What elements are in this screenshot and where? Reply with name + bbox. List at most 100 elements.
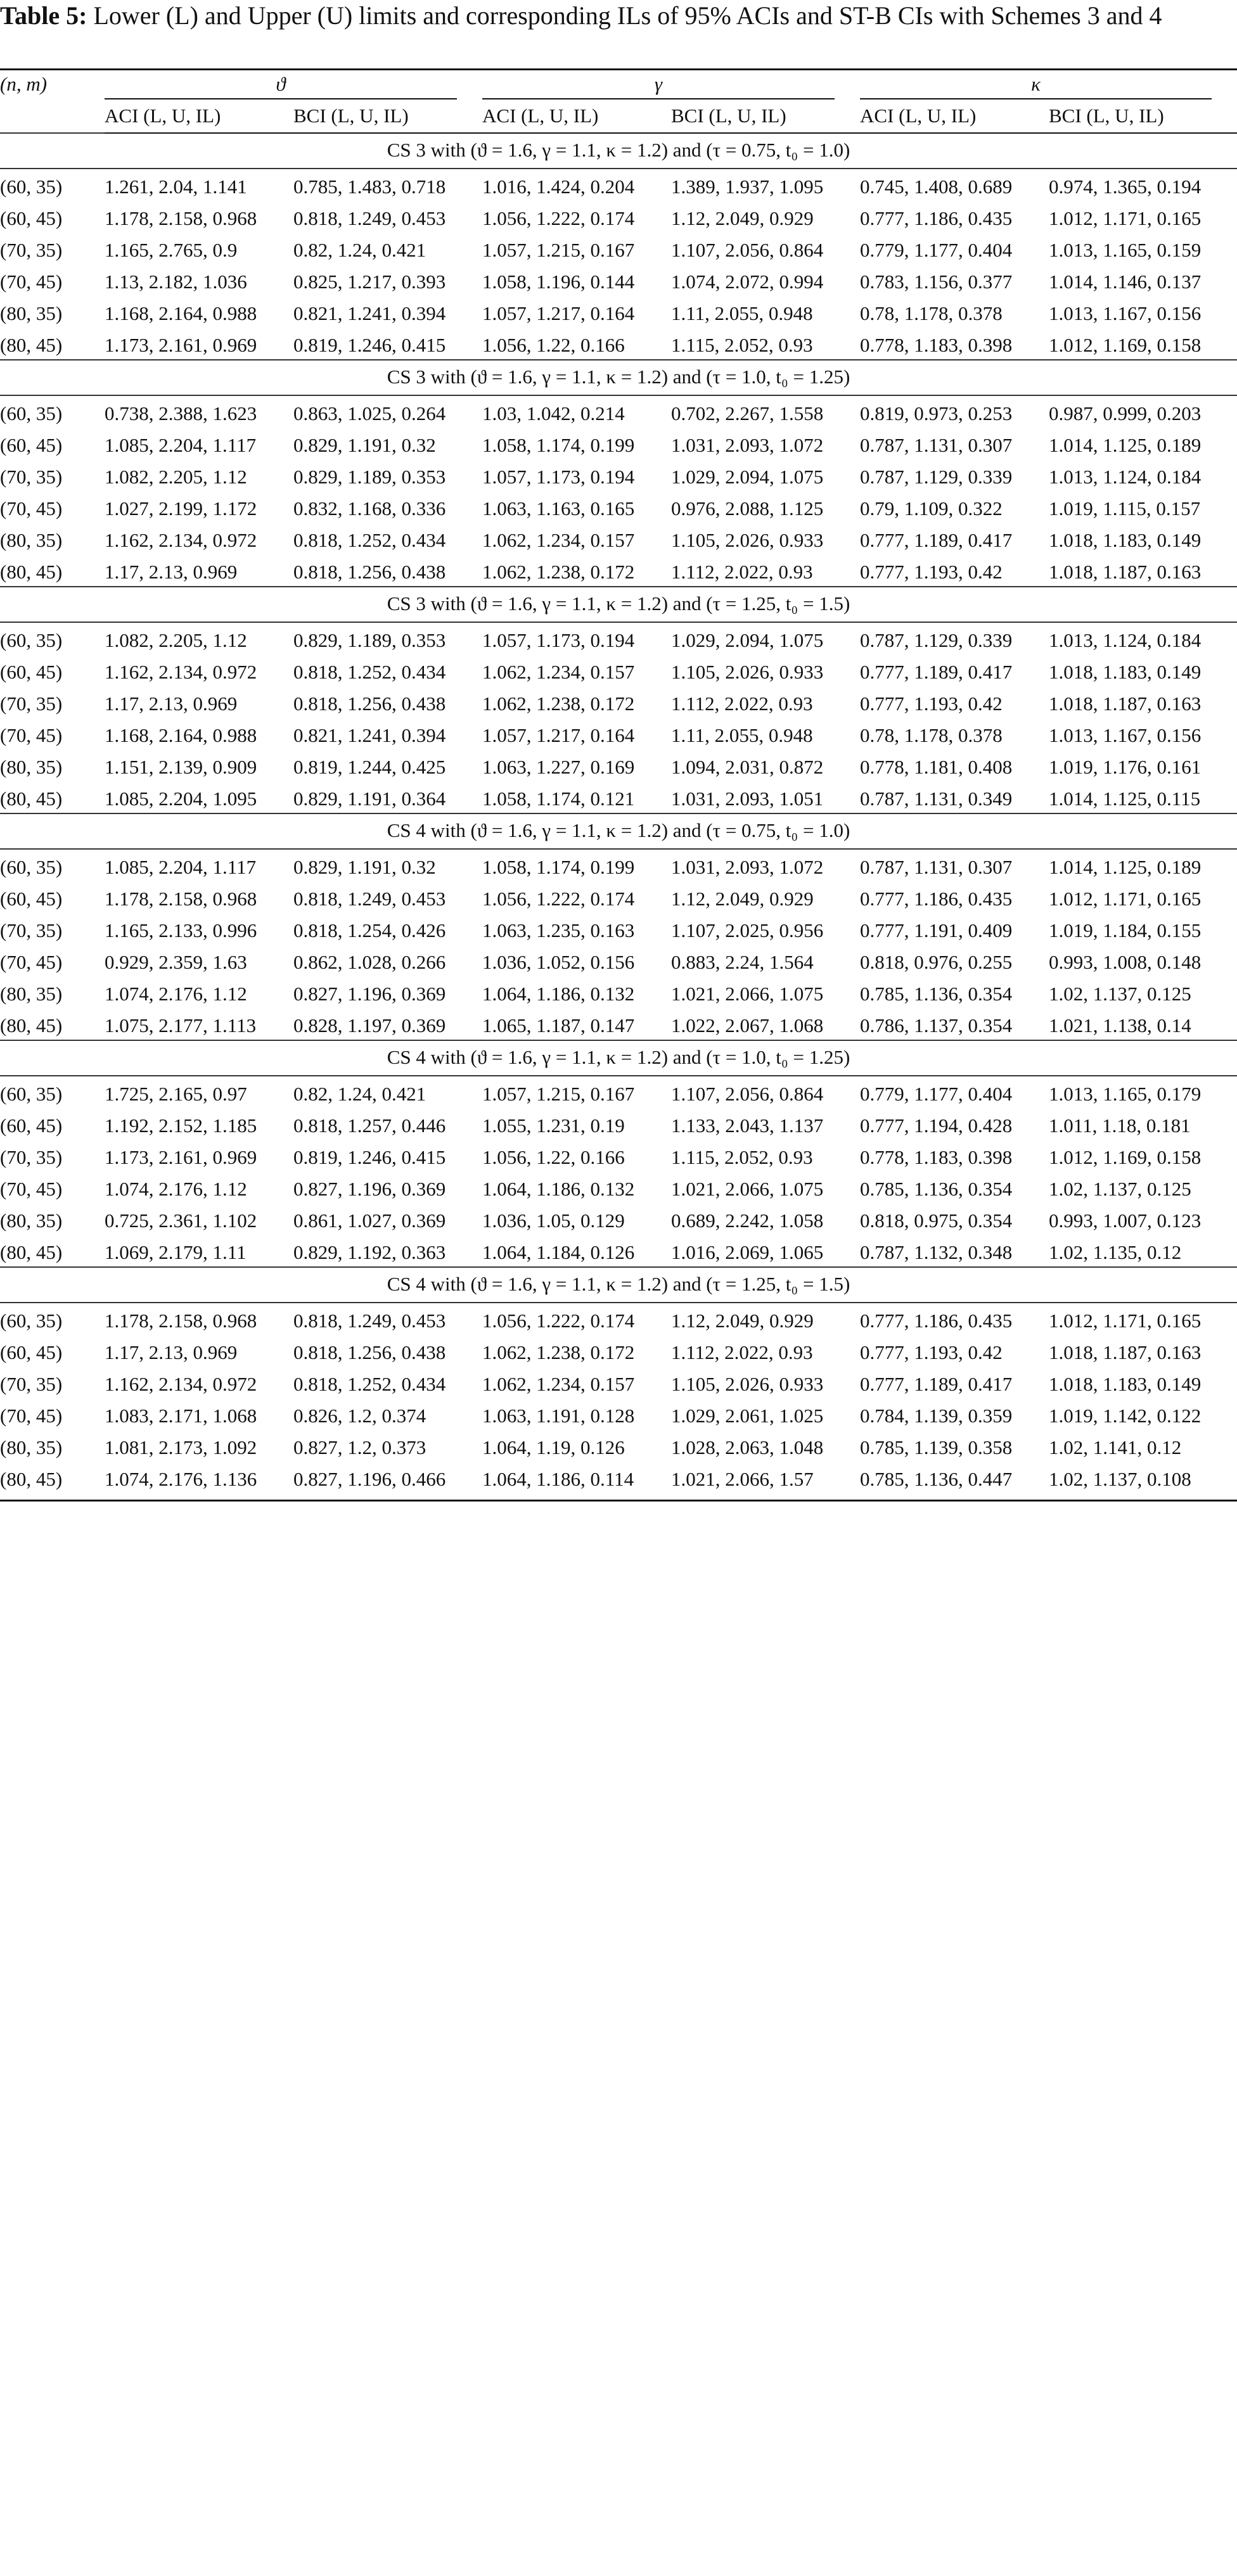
interval-cell: 1.012, 1.169, 0.158 bbox=[1049, 334, 1202, 356]
sample-size-cell: (60, 45) bbox=[0, 661, 63, 683]
interval-cell: 1.083, 2.171, 1.068 bbox=[105, 1405, 257, 1427]
interval-cell: 1.105, 2.026, 0.933 bbox=[671, 1373, 824, 1395]
interval-cell: 0.819, 1.246, 0.415 bbox=[293, 1146, 446, 1168]
interval-cell: 1.02, 1.137, 0.125 bbox=[1049, 1178, 1191, 1200]
interval-cell: 1.02, 1.137, 0.125 bbox=[1049, 983, 1191, 1005]
interval-cell: 1.058, 1.196, 0.144 bbox=[482, 271, 635, 293]
table-row: (70, 35) 1.17, 2.13, 0.969 0.818, 1.256, 0… bbox=[0, 686, 1237, 718]
interval-cell: 0.777, 1.186, 0.435 bbox=[860, 1310, 1013, 1332]
interval-cell: 1.057, 1.217, 0.164 bbox=[482, 302, 635, 324]
interval-cell: 1.029, 2.061, 1.025 bbox=[671, 1405, 824, 1427]
param-header-gamma: γ bbox=[482, 70, 860, 99]
sample-size-cell: (80, 45) bbox=[0, 1462, 105, 1502]
interval-cell: 1.057, 1.215, 0.167 bbox=[482, 1083, 635, 1105]
interval-cell: 1.133, 2.043, 1.137 bbox=[671, 1114, 824, 1137]
interval-cell: 0.777, 1.191, 0.409 bbox=[860, 919, 1013, 941]
sample-size-cell: (60, 35) bbox=[0, 856, 63, 878]
interval-cell: 0.787, 1.131, 0.307 bbox=[860, 434, 1013, 456]
interval-cell: 0.818, 1.252, 0.434 bbox=[293, 1373, 446, 1395]
interval-cell: 1.029, 2.094, 1.075 bbox=[671, 466, 824, 488]
caption-label: Table 5: bbox=[0, 1, 87, 30]
table-row: (70, 45) 0.929, 2.359, 1.63 0.862, 1.028, … bbox=[0, 945, 1237, 976]
interval-cell: 1.02, 1.135, 0.12 bbox=[1049, 1241, 1182, 1263]
sample-size-cell: (60, 45) bbox=[0, 888, 63, 910]
interval-cell: 0.825, 1.217, 0.393 bbox=[293, 271, 446, 293]
interval-cell: 1.063, 1.227, 0.169 bbox=[482, 756, 635, 778]
interval-cell: 1.062, 1.238, 0.172 bbox=[482, 692, 635, 715]
interval-cell: 1.058, 1.174, 0.199 bbox=[482, 856, 635, 878]
interval-cell: 0.832, 1.168, 0.336 bbox=[293, 497, 446, 520]
interval-cell: 0.78, 1.178, 0.378 bbox=[860, 724, 1003, 746]
table-row: (60, 45) 1.178, 2.158, 0.968 0.818, 1.249,… bbox=[0, 201, 1237, 233]
interval-cell: 0.779, 1.177, 0.404 bbox=[860, 239, 1013, 261]
interval-cell: 1.725, 2.165, 0.97 bbox=[105, 1083, 247, 1105]
interval-cell: 0.777, 1.193, 0.42 bbox=[860, 1341, 1003, 1363]
interval-cell: 0.883, 2.24, 1.564 bbox=[671, 951, 814, 973]
table-row: (80, 35) 1.168, 2.164, 0.988 0.821, 1.241,… bbox=[0, 296, 1237, 328]
interval-cell: 0.777, 1.186, 0.435 bbox=[860, 207, 1013, 229]
interval-cell: 1.074, 2.072, 0.994 bbox=[671, 271, 824, 293]
section-header-row: CS 3 with (ϑ = 1.6, γ = 1.1, κ = 1.2) an… bbox=[0, 586, 1237, 623]
interval-cell: 0.783, 1.156, 0.377 bbox=[860, 271, 1013, 293]
interval-cell: 1.02, 1.137, 0.108 bbox=[1049, 1462, 1237, 1502]
interval-cell: 1.178, 2.158, 0.968 bbox=[105, 1310, 257, 1332]
table-row: (80, 45) 1.075, 2.177, 1.113 0.828, 1.197,… bbox=[0, 1008, 1237, 1040]
interval-cell: 1.178, 2.158, 0.968 bbox=[105, 207, 257, 229]
interval-cell: 1.105, 2.026, 0.933 bbox=[671, 529, 824, 551]
sample-size-cell: (60, 45) bbox=[0, 207, 63, 229]
interval-cell: 1.011, 1.18, 0.181 bbox=[1049, 1114, 1191, 1137]
interval-cell: 1.074, 2.176, 1.136 bbox=[105, 1462, 293, 1502]
section-title: CS 3 with (ϑ = 1.6, γ = 1.1, κ = 1.2) an… bbox=[0, 586, 1237, 623]
sample-size-cell: (80, 45) bbox=[0, 1241, 63, 1263]
interval-cell: 1.019, 1.184, 0.155 bbox=[1049, 919, 1202, 941]
interval-cell: 1.062, 1.238, 0.172 bbox=[482, 1341, 635, 1363]
table-row: (80, 35) 1.074, 2.176, 1.12 0.827, 1.196, … bbox=[0, 976, 1237, 1008]
interval-cell: 1.058, 1.174, 0.199 bbox=[482, 434, 635, 456]
interval-cell: 0.818, 0.976, 0.255 bbox=[860, 951, 1013, 973]
table-row: (60, 45) 1.192, 2.152, 1.185 0.818, 1.257,… bbox=[0, 1108, 1237, 1140]
interval-cell: 0.987, 0.999, 0.203 bbox=[1049, 402, 1202, 424]
interval-cell: 1.021, 1.138, 0.14 bbox=[1049, 1014, 1191, 1036]
interval-cell: 0.818, 0.975, 0.354 bbox=[860, 1209, 1013, 1232]
interval-cell: 1.162, 2.134, 0.972 bbox=[105, 1373, 257, 1395]
interval-cell: 1.112, 2.022, 0.93 bbox=[671, 561, 813, 583]
sample-size-cell: (70, 45) bbox=[0, 271, 63, 293]
interval-cell: 1.105, 2.026, 0.933 bbox=[671, 661, 824, 683]
subheader-aci: ACI (L, U, IL) bbox=[482, 99, 671, 134]
interval-cell: 1.165, 2.133, 0.996 bbox=[105, 919, 257, 941]
interval-cell: 1.029, 2.094, 1.075 bbox=[671, 629, 824, 651]
table-row: (60, 35) 1.261, 2.04, 1.141 0.785, 1.483, … bbox=[0, 169, 1237, 201]
interval-cell: 1.021, 2.066, 1.57 bbox=[671, 1462, 860, 1502]
interval-cell: 0.738, 2.388, 1.623 bbox=[105, 402, 257, 424]
interval-cell: 1.062, 1.238, 0.172 bbox=[482, 561, 635, 583]
interval-cell: 1.018, 1.183, 0.149 bbox=[1049, 1373, 1202, 1395]
interval-cell: 0.778, 1.183, 0.398 bbox=[860, 1146, 1013, 1168]
table-row: (70, 35) 1.162, 2.134, 0.972 0.818, 1.252,… bbox=[0, 1367, 1237, 1398]
table-row: (80, 45) 1.173, 2.161, 0.969 0.819, 1.246,… bbox=[0, 328, 1237, 360]
section-header-row: CS 4 with (ϑ = 1.6, γ = 1.1, κ = 1.2) an… bbox=[0, 1266, 1237, 1303]
interval-cell: 1.028, 2.063, 1.048 bbox=[671, 1436, 824, 1458]
interval-cell: 1.064, 1.186, 0.114 bbox=[482, 1462, 671, 1502]
interval-cell: 1.031, 2.093, 1.072 bbox=[671, 434, 824, 456]
interval-cell: 1.11, 2.055, 0.948 bbox=[671, 302, 813, 324]
section-title: CS 4 with (ϑ = 1.6, γ = 1.1, κ = 1.2) an… bbox=[0, 1266, 1237, 1303]
interval-cell: 0.787, 1.129, 0.339 bbox=[860, 629, 1013, 651]
interval-cell: 0.819, 0.973, 0.253 bbox=[860, 402, 1013, 424]
interval-cell: 1.085, 2.204, 1.095 bbox=[105, 787, 257, 810]
interval-cell: 1.018, 1.183, 0.149 bbox=[1049, 529, 1202, 551]
interval-cell: 0.819, 1.246, 0.415 bbox=[293, 334, 446, 356]
interval-cell: 0.861, 1.027, 0.369 bbox=[293, 1209, 446, 1232]
interval-cell: 1.013, 1.165, 0.159 bbox=[1049, 239, 1202, 261]
interval-cell: 1.13, 2.182, 1.036 bbox=[105, 271, 247, 293]
interval-cell: 0.785, 1.139, 0.358 bbox=[860, 1436, 1013, 1458]
interval-cell: 0.976, 2.088, 1.125 bbox=[671, 497, 824, 520]
interval-cell: 0.787, 1.131, 0.307 bbox=[860, 856, 1013, 878]
sample-size-cell: (70, 35) bbox=[0, 1146, 63, 1168]
table-row: (70, 35) 1.165, 2.765, 0.9 0.82, 1.24, 0.4… bbox=[0, 233, 1237, 264]
interval-cell: 1.065, 1.187, 0.147 bbox=[482, 1014, 635, 1036]
interval-cell: 1.112, 2.022, 0.93 bbox=[671, 1341, 813, 1363]
table-row: (80, 45) 1.17, 2.13, 0.969 0.818, 1.256, 0… bbox=[0, 554, 1237, 587]
interval-cell: 1.012, 1.171, 0.165 bbox=[1049, 1310, 1202, 1332]
interval-cell: 1.168, 2.164, 0.988 bbox=[105, 724, 257, 746]
header-row: (n, m) ϑ γ κ bbox=[0, 69, 1237, 99]
